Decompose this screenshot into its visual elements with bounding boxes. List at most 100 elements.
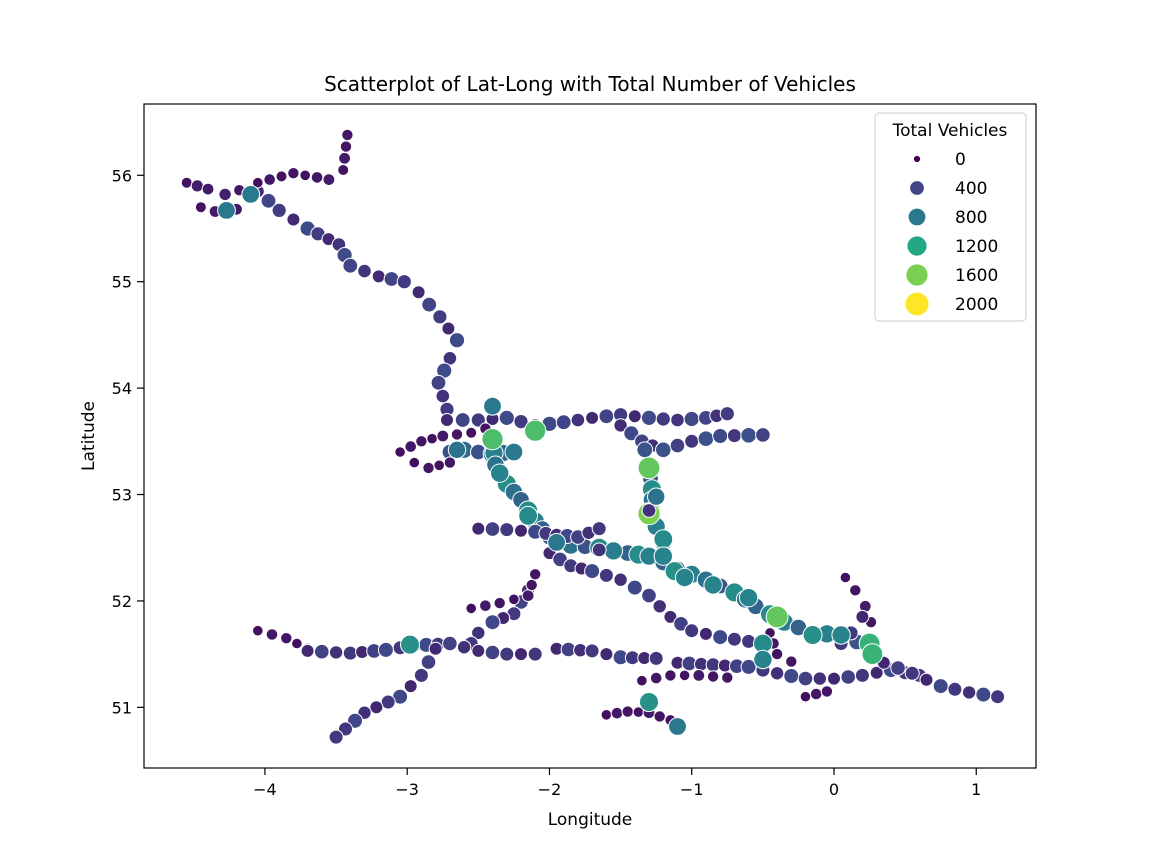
data-point — [670, 412, 685, 428]
points-layer — [180, 128, 1006, 745]
data-point — [648, 650, 664, 666]
data-point — [217, 201, 236, 220]
data-point — [287, 167, 300, 180]
data-point — [481, 428, 504, 451]
data-point — [975, 686, 992, 703]
data-point — [251, 624, 264, 637]
data-point — [919, 672, 934, 687]
data-point — [442, 635, 458, 652]
data-point — [493, 596, 506, 610]
data-point — [726, 631, 742, 647]
data-point — [809, 687, 823, 701]
data-point — [591, 521, 607, 537]
x-tick-label: −3 — [395, 780, 419, 799]
data-point — [785, 655, 798, 668]
data-point — [484, 644, 501, 661]
data-point — [703, 575, 723, 595]
data-point — [432, 309, 448, 325]
data-point — [585, 410, 600, 425]
data-point — [218, 187, 232, 202]
data-point — [286, 212, 301, 227]
data-point — [721, 671, 734, 684]
data-point — [674, 567, 695, 588]
data-point — [840, 669, 857, 685]
data-point — [869, 665, 884, 680]
data-point — [377, 641, 394, 658]
legend-title: Total Vehicles — [892, 121, 1008, 141]
x-tick-label: −2 — [538, 780, 562, 799]
y-axis: 51 52 53 54 55 56 — [112, 166, 144, 717]
data-point — [854, 667, 870, 683]
x-axis-label: Longitude — [548, 810, 633, 830]
data-point — [712, 428, 729, 444]
data-point — [471, 521, 486, 536]
data-point — [428, 641, 443, 656]
data-point — [719, 406, 735, 422]
data-point — [641, 503, 657, 518]
data-point — [514, 647, 528, 662]
data-point — [640, 409, 658, 426]
data-point — [403, 679, 418, 694]
legend-label: 0 — [955, 150, 966, 170]
data-point — [300, 643, 315, 658]
data-point — [904, 665, 920, 681]
data-point — [740, 427, 757, 444]
data-point — [421, 296, 438, 313]
data-point — [371, 269, 386, 284]
data-point — [454, 412, 471, 428]
data-point — [201, 182, 215, 196]
data-point — [328, 645, 344, 660]
legend-label: 1600 — [955, 266, 998, 286]
data-point — [310, 171, 324, 184]
y-axis-label: Latitude — [79, 401, 99, 471]
data-point — [649, 671, 663, 685]
data-point — [613, 572, 628, 587]
data-point — [861, 643, 884, 665]
data-point — [328, 729, 344, 745]
data-point — [465, 426, 478, 439]
data-point — [769, 666, 785, 681]
data-point — [504, 442, 524, 462]
legend: Total Vehicles 0 400 800 1200 1600 2000 — [874, 112, 1027, 322]
data-point — [655, 411, 671, 427]
data-point — [471, 625, 486, 641]
data-point — [456, 640, 472, 655]
data-point — [753, 649, 773, 670]
data-point — [890, 660, 906, 676]
data-point — [260, 192, 277, 209]
data-point — [420, 654, 437, 670]
data-point — [342, 257, 359, 274]
data-point — [820, 685, 834, 698]
data-point — [314, 643, 330, 660]
data-point — [827, 671, 841, 686]
data-point — [663, 609, 678, 624]
data-point — [637, 456, 661, 480]
data-point — [479, 599, 492, 613]
data-point — [322, 173, 336, 187]
data-point — [498, 409, 515, 426]
data-point — [525, 578, 538, 592]
data-point — [265, 628, 279, 641]
data-point — [621, 705, 634, 718]
data-point — [655, 441, 672, 459]
data-point — [652, 599, 667, 614]
data-point — [483, 396, 502, 416]
data-point — [465, 602, 478, 615]
data-point — [598, 408, 615, 425]
legend-label: 400 — [955, 179, 987, 199]
data-point — [499, 522, 515, 538]
y-tick-label: 56 — [112, 166, 132, 185]
data-point — [706, 670, 720, 683]
data-point — [636, 674, 648, 687]
data-point — [338, 151, 352, 165]
data-point — [584, 563, 601, 580]
data-point — [484, 521, 501, 537]
data-point — [600, 709, 613, 721]
data-point — [653, 546, 673, 566]
data-point — [263, 173, 277, 186]
data-point — [683, 410, 700, 428]
data-point — [570, 412, 586, 428]
data-point — [684, 623, 700, 639]
data-point — [626, 579, 643, 596]
plot-frame — [143, 103, 1037, 769]
